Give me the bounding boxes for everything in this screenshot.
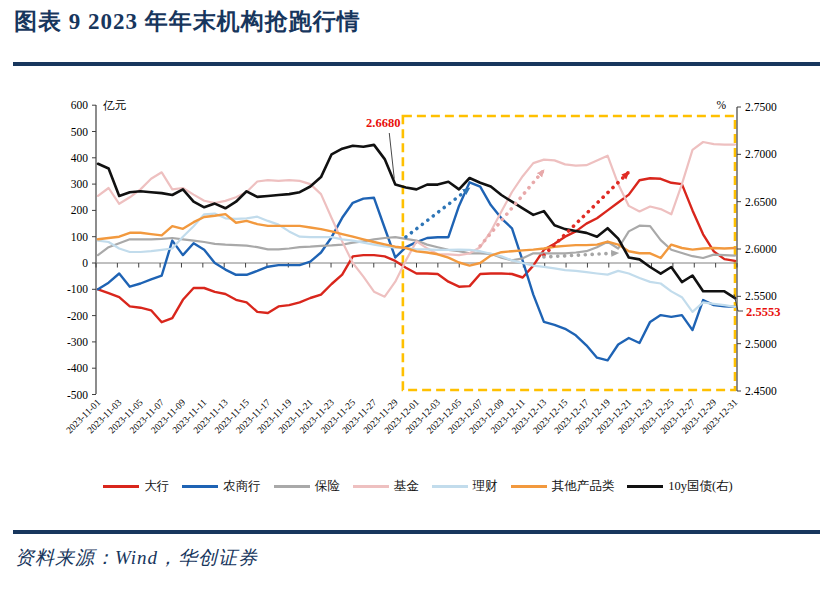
legend-item-dahang: 大行 (103, 478, 169, 495)
left-axis-tick-label: 200 (71, 204, 89, 216)
legend-item-baoxian: 保险 (274, 478, 340, 495)
left-axis-tick-label: 400 (71, 152, 89, 164)
legend-label: 10y国债(右) (668, 478, 733, 495)
legend-label: 其他产品类 (552, 478, 615, 495)
legend-swatch-qitachanpinlei (511, 485, 547, 488)
legend-swatch-nongshanghang (182, 485, 218, 488)
series-nongshanghang (98, 182, 735, 360)
legend-item-jijin: 基金 (353, 478, 419, 495)
right-axis-tick-label: 2.6000 (745, 243, 777, 255)
legend-label: 大行 (144, 478, 169, 495)
annotation-value: 2.5553 (746, 305, 780, 319)
legend-swatch-guozhai10y (627, 485, 663, 488)
legend-item-licai: 理财 (432, 478, 498, 495)
right-axis-tick-label: 2.4500 (745, 385, 777, 397)
left-axis-tick-label: 0 (82, 257, 88, 269)
right-axis-tick-label: 2.5500 (745, 290, 777, 302)
legend-label: 保险 (315, 478, 340, 495)
trend-arrow-1 (480, 170, 544, 246)
left-axis-tick-label: -500 (67, 389, 88, 401)
legend-label: 基金 (394, 478, 419, 495)
legend-item-nongshanghang: 农商行 (182, 478, 261, 495)
footer-divider (13, 530, 820, 534)
left-axis-tick-label: 300 (71, 178, 89, 190)
left-axis-tick-label: -100 (67, 283, 88, 295)
right-axis-unit: % (716, 99, 726, 111)
legend-swatch-baoxian (274, 485, 310, 488)
right-axis-tick-label: 2.5000 (745, 338, 777, 350)
legend-label: 理财 (473, 478, 498, 495)
legend-item-qitachanpinlei: 其他产品类 (511, 478, 615, 495)
chart-canvas: 600 500 400 300 200 100 0 -100 -200 -300 -400 -500 亿… (0, 0, 836, 596)
legend-label: 农商行 (223, 478, 261, 495)
right-axis-tick-label: 2.7000 (745, 148, 777, 160)
chart-legend: 大行 农商行 保险 基金 理财 其他产品类 10y国债(右) (0, 478, 836, 495)
trend-arrow-0 (406, 188, 470, 237)
left-axis-tick-label: 600 (71, 99, 89, 111)
left-axis-tick-label: -200 (67, 310, 88, 322)
legend-swatch-jijin (353, 485, 389, 488)
left-axis-tick-label: -400 (67, 362, 88, 374)
left-axis-tick-label: 500 (71, 126, 89, 138)
legend-swatch-licai (432, 485, 468, 488)
source-note: 资料来源：Wind，华创证券 (15, 545, 258, 571)
left-axis-unit: 亿元 (103, 99, 127, 111)
legend-item-guozhai10y: 10y国债(右) (627, 478, 733, 495)
right-axis-tick-label: 2.6500 (745, 196, 777, 208)
legend-swatch-dahang (103, 485, 139, 488)
left-axis-tick-label: -300 (67, 336, 88, 348)
left-axis-tick-label: 100 (71, 231, 89, 243)
annotation-value: 2.6680 (366, 116, 400, 130)
right-axis-tick-label: 2.7500 (745, 101, 777, 113)
report-figure: 图表 9 2023 年年末机构抢跑行情 6005004003002001000-… (0, 0, 836, 596)
